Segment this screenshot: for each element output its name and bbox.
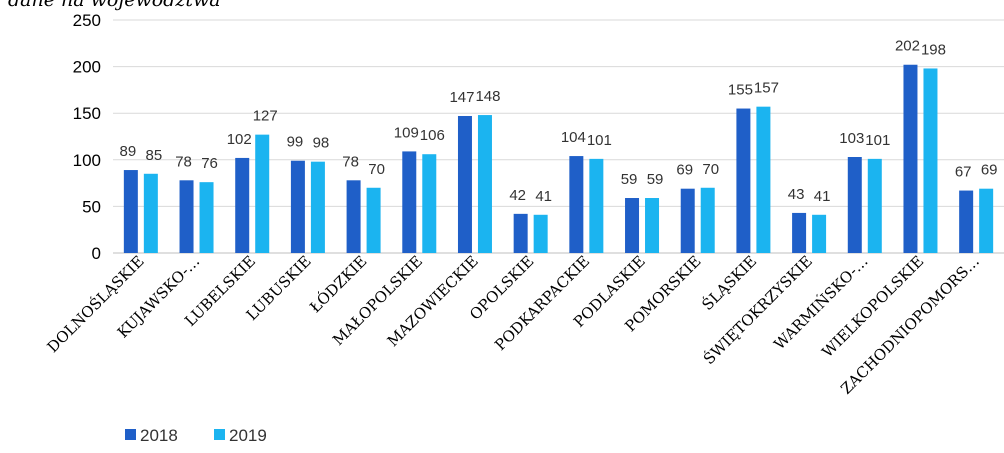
y-tick-label: 250 (73, 11, 101, 30)
bar-2019 (979, 188, 994, 253)
bar-2019 (700, 187, 715, 253)
data-label: 69 (981, 162, 998, 179)
legend-label: 2019 (229, 426, 267, 445)
x-tick-label: ŚWIĘTOKRZYSKIE (700, 252, 816, 368)
bar-2018 (346, 180, 361, 253)
data-label: 148 (475, 88, 500, 105)
data-label: 127 (253, 108, 278, 125)
data-label: 43 (788, 186, 805, 203)
data-label: 102 (227, 131, 252, 148)
bar-2018 (680, 188, 695, 253)
legend: 2018 2019 (125, 426, 267, 445)
data-label: 198 (921, 41, 946, 58)
data-label: 99 (287, 134, 304, 151)
x-axis: DOLNOŚLĄSKIEKUJAWSKO-…LUBELSKIELUBUSKIEŁ… (44, 252, 983, 398)
data-label: 155 (728, 82, 753, 99)
bar-2018 (179, 180, 194, 253)
bar-2019 (422, 154, 437, 253)
data-label: 78 (175, 153, 192, 170)
bar-2018 (959, 190, 974, 253)
x-tick-label: WARMIŃSKO-… (770, 252, 871, 353)
bar-2018 (903, 64, 918, 254)
bar-2019 (645, 198, 660, 253)
bar-2019 (812, 214, 827, 253)
legend-label: 2018 (140, 426, 178, 445)
data-label: 78 (342, 153, 359, 170)
x-tick-label: DOLNOŚLĄSKIE (44, 252, 148, 356)
bar-2019 (310, 161, 325, 253)
bar-2018 (792, 212, 807, 253)
data-label: 41 (814, 188, 831, 205)
bar-2019 (533, 214, 548, 253)
data-label: 69 (676, 162, 693, 179)
bars (123, 64, 994, 254)
data-label: 70 (702, 161, 719, 178)
y-tick-label: 0 (92, 244, 101, 263)
bar-2018 (513, 213, 528, 253)
data-label: 85 (146, 147, 163, 164)
bar-2019 (867, 158, 882, 253)
bar-2018 (625, 198, 640, 253)
data-label: 89 (120, 143, 137, 160)
data-label: 67 (955, 164, 972, 181)
data-label: 106 (420, 127, 445, 144)
bar-2018 (290, 160, 305, 253)
data-label: 104 (561, 129, 586, 146)
legend-swatch (125, 429, 136, 440)
data-label: 59 (621, 171, 638, 188)
data-label: 101 (865, 132, 890, 149)
y-tick-label: 150 (73, 104, 101, 123)
data-label: 70 (368, 161, 385, 178)
data-label: 76 (201, 155, 218, 172)
bar-2019 (923, 68, 938, 254)
data-label: 42 (509, 187, 526, 204)
bar-2019 (199, 182, 214, 253)
bar-2019 (143, 173, 158, 253)
legend-swatch (214, 429, 225, 440)
bar-2018 (569, 156, 584, 253)
y-tick-label: 200 (73, 58, 101, 77)
bar-2018 (123, 170, 138, 253)
data-label: 202 (895, 38, 920, 55)
y-tick-label: 50 (82, 197, 101, 216)
x-tick-label: PODKARPACKIE (491, 252, 593, 354)
data-label: 41 (535, 188, 552, 205)
data-label: 109 (394, 124, 419, 141)
bar-2019 (366, 187, 381, 253)
bar-2018 (402, 151, 417, 253)
bar-2018 (736, 108, 751, 253)
y-tick-label: 100 (73, 151, 101, 170)
bar-2019 (477, 115, 492, 254)
bar-2018 (235, 157, 250, 253)
bar-2018 (847, 157, 862, 253)
chart-title: dane na województwa (8, 0, 221, 11)
data-label: 98 (313, 135, 330, 152)
x-tick-label: WIELKOPOLSKIE (818, 252, 927, 361)
bar-2019 (589, 158, 604, 253)
data-label: 157 (754, 80, 779, 97)
data-label: 59 (647, 171, 664, 188)
data-label: 147 (449, 89, 474, 106)
data-label: 103 (839, 130, 864, 147)
data-label: 101 (587, 132, 612, 149)
bar-2019 (756, 106, 771, 254)
bar-2019 (255, 134, 270, 253)
bar-2018 (457, 115, 472, 253)
y-axis: 0 50 100 150 200 250 (73, 11, 101, 263)
